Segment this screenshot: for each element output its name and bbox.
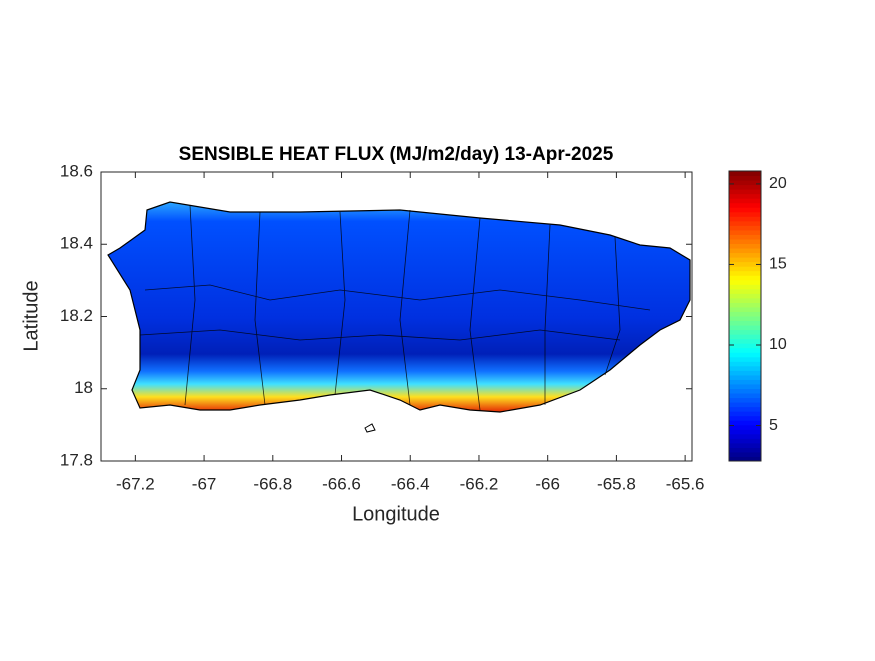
colorbar-cell (729, 216, 761, 222)
x-tick-label: -66 (535, 474, 560, 493)
chart-title: SENSIBLE HEAT FLUX (MJ/m2/day) 13-Apr-20… (179, 144, 614, 165)
colorbar-cell (729, 229, 761, 235)
colorbar-cell (729, 175, 761, 181)
colorbar-cell (729, 243, 761, 249)
colorbar-cell (729, 379, 761, 385)
colorbar-cell (729, 406, 761, 412)
island (107, 201, 691, 413)
colorbar-cell (729, 225, 761, 231)
colorbar-cell (729, 442, 761, 448)
colorbar-cell (729, 334, 761, 340)
colorbar-cell (729, 193, 761, 199)
colorbar-cell (729, 207, 761, 213)
colorbar-cell (729, 257, 761, 263)
colorbar-cell (729, 343, 761, 349)
colorbar-cell (729, 311, 761, 317)
colorbar-cell (729, 270, 761, 276)
colorbar-tick-label: 5 (769, 417, 778, 434)
colorbar-cell (729, 238, 761, 244)
y-tick-label: 18.4 (60, 234, 93, 253)
colorbar-cell (729, 184, 761, 190)
colorbar-cell (729, 302, 761, 308)
x-axis-label: Longitude (352, 503, 440, 525)
colorbar-cell (729, 338, 761, 344)
colorbar-cell (729, 320, 761, 326)
colorbar-frame (728, 170, 762, 462)
colorbar-cell (729, 316, 761, 322)
colorbar-cell (729, 284, 761, 290)
municipal-borders (139, 204, 651, 411)
colorbar-cell (729, 411, 761, 417)
colorbar-cell (729, 393, 761, 399)
colorbar-cell (729, 451, 761, 457)
y-axis-label: Latitude (20, 280, 42, 351)
colorbar-cell (729, 252, 761, 258)
colorbar-cell (729, 420, 761, 426)
x-tick-label: -66.4 (391, 474, 430, 493)
y-tick-label: 18 (74, 378, 93, 397)
colorbar-cell (729, 383, 761, 389)
colorbar-cell (729, 365, 761, 371)
colorbar-tick-label: 10 (769, 336, 787, 353)
colorbar-cell (729, 266, 761, 272)
x-tick-label: -67 (192, 474, 217, 493)
colorbar-cell (729, 415, 761, 421)
colorbar-cell (729, 329, 761, 335)
x-tick-label: -66.2 (460, 474, 499, 493)
colorbar-cell (729, 189, 761, 195)
colorbar-cell (729, 402, 761, 408)
colorbar-cell (729, 438, 761, 444)
x-tick-label: -67.2 (116, 474, 155, 493)
colorbar-cell (729, 261, 761, 267)
y-tick-label: 17.8 (60, 450, 93, 469)
colorbar-cell (729, 433, 761, 439)
colorbar-cell (729, 279, 761, 285)
colorbar-cell (729, 347, 761, 353)
islet (364, 423, 376, 433)
colorbar-cell (729, 397, 761, 403)
colorbar-cell (729, 211, 761, 217)
colorbar-cell (729, 288, 761, 294)
x-tick-label: -65.6 (666, 474, 705, 493)
colorbar-cell (729, 306, 761, 312)
colorbar-cell (729, 293, 761, 299)
colorbar-cell (729, 374, 761, 380)
colorbar-cell (729, 220, 761, 226)
colorbar-cell (729, 456, 761, 462)
x-tick-label: -65.8 (597, 474, 636, 493)
colorbar-cell (729, 234, 761, 240)
colorbar-cell (729, 370, 761, 376)
colorbar-cell (729, 171, 761, 177)
colorbar-cell (729, 356, 761, 362)
colorbar-cell (729, 352, 761, 358)
colorbar-cell (729, 275, 761, 281)
colorbar-tick-label: 20 (769, 175, 787, 192)
colorbar-cell (729, 202, 761, 208)
colorbar-cell (729, 180, 761, 186)
y-tick-label: 18.2 (60, 306, 93, 325)
colorbar-tick-label: 15 (769, 256, 787, 273)
colorbar-cell (729, 297, 761, 303)
colorbar-cell (729, 388, 761, 394)
colorbar-cell (729, 424, 761, 430)
y-tick-label: 18.6 (60, 161, 93, 180)
x-tick-label: -66.8 (253, 474, 292, 493)
colorbar-cell (729, 361, 761, 367)
colorbar-cell (729, 248, 761, 254)
colorbar-cell (729, 447, 761, 453)
colorbar-cell (729, 325, 761, 331)
colorbar-cell (729, 429, 761, 435)
x-tick-label: -66.6 (322, 474, 361, 493)
colorbar-cell (729, 198, 761, 204)
